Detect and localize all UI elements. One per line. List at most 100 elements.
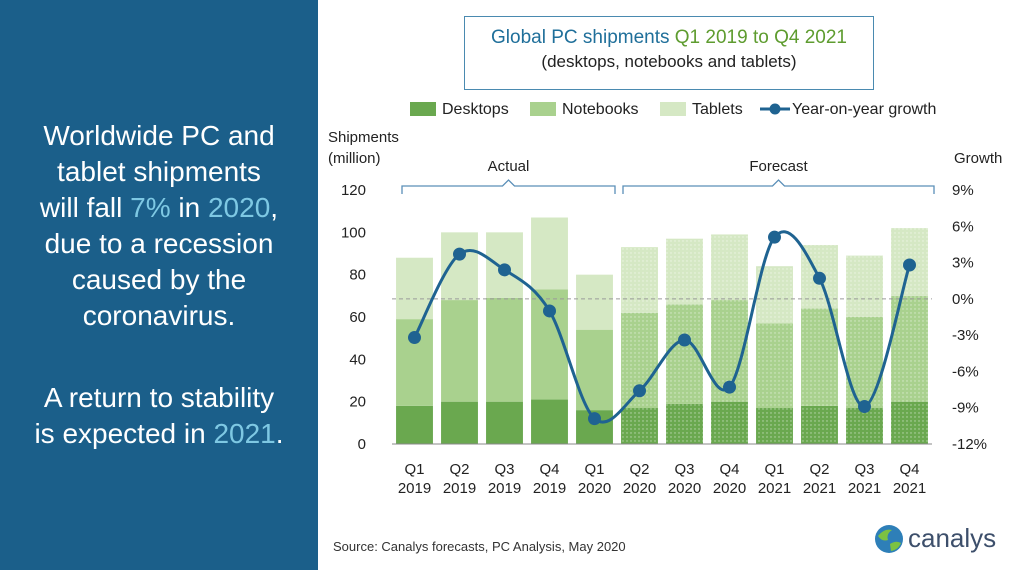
chart-title: Global PC shipments Q1 2019 to Q4 2021 xyxy=(465,27,873,49)
y2-tick-label: 3% xyxy=(952,255,974,272)
x-tick-label-year: 2020 xyxy=(713,480,746,497)
chart-title-part2: Q1 2019 to Q4 2021 xyxy=(674,27,847,48)
bar-desktops-2 xyxy=(441,401,478,444)
y-tick-label: 40 xyxy=(349,351,366,368)
y2-axis-title: Growth xyxy=(954,150,1002,167)
y-tick-label: 20 xyxy=(349,394,366,411)
bar-forecast-pattern-desktops-6 xyxy=(621,408,658,444)
y-tick-label: 100 xyxy=(341,224,366,241)
headline-percent: 7% xyxy=(130,192,171,223)
headline-line3-mid: in xyxy=(170,192,208,223)
x-tick-label-quarter: Q3 xyxy=(854,461,874,478)
source-note: Source: Canalys forecasts, PC Analysis, … xyxy=(333,539,626,554)
chart-subtitle: (desktops, notebooks and tablets) xyxy=(541,52,797,71)
bar-desktops-3 xyxy=(486,401,523,444)
subline-line2-pre: is expected in xyxy=(34,418,214,449)
bar-notebooks-2 xyxy=(441,300,478,402)
bar-desktops-4 xyxy=(531,399,568,444)
x-tick-label-quarter: Q2 xyxy=(809,461,829,478)
y2-tick-label: -12% xyxy=(952,436,987,453)
x-tick-label-quarter: Q4 xyxy=(719,461,739,478)
growth-point-12 xyxy=(903,258,916,272)
bar-forecast-pattern-tablets-6 xyxy=(621,247,658,313)
bar-notebooks-3 xyxy=(486,297,523,402)
legend-swatch-desktops xyxy=(410,102,436,116)
bar-tablets-5 xyxy=(576,274,613,330)
growth-point-7 xyxy=(678,333,691,347)
forecast-bracket xyxy=(622,179,935,194)
bar-forecast-pattern-notebooks-9 xyxy=(756,323,793,409)
headline-line1: Worldwide PC and xyxy=(43,120,275,151)
x-tick-label-year: 2020 xyxy=(668,480,701,497)
y2-tick-label: -6% xyxy=(952,363,979,380)
bar-forecast-pattern-desktops-12 xyxy=(891,401,928,444)
growth-point-11 xyxy=(858,400,871,414)
y-tick-label: 80 xyxy=(349,267,366,284)
x-tick-label-quarter: Q1 xyxy=(404,461,424,478)
growth-point-10 xyxy=(813,271,826,285)
headline-line3-pre: will fall xyxy=(39,192,131,223)
growth-point-1 xyxy=(408,331,421,345)
y2-tick-label: -9% xyxy=(952,400,979,417)
bar-forecast-pattern-notebooks-11 xyxy=(846,317,883,409)
x-tick-label-quarter: Q2 xyxy=(629,461,649,478)
bar-forecast-pattern-tablets-11 xyxy=(846,255,883,317)
y-axis-title-line1: Shipments xyxy=(328,129,399,146)
subline-year: 2021 xyxy=(213,418,276,449)
bar-forecast-pattern-desktops-11 xyxy=(846,408,883,444)
x-tick-label-year: 2019 xyxy=(443,480,476,497)
growth-point-9 xyxy=(768,230,781,244)
chart: 0 20 40 60 80 100 120 -12% -9% -6% -3% 0% 3% 6% 9% Ship… xyxy=(328,101,1002,497)
x-tick-label-year: 2021 xyxy=(803,480,836,497)
growth-point-6 xyxy=(633,384,646,398)
x-tick-label-quarter: Q4 xyxy=(899,461,919,478)
x-tick-label-quarter: Q1 xyxy=(764,461,784,478)
globe-icon xyxy=(875,525,903,553)
y-tick-label: 0 xyxy=(358,436,366,453)
headline-line3: will fall 7% in 2020, xyxy=(8,190,310,226)
growth-point-8 xyxy=(723,380,736,394)
growth-point-3 xyxy=(498,263,511,277)
bar-forecast-pattern-desktops-8 xyxy=(711,401,748,444)
subline-line2: is expected in 2021. xyxy=(8,416,310,452)
growth-point-5 xyxy=(588,412,601,426)
x-tick-label-year: 2019 xyxy=(533,480,566,497)
actual-bracket xyxy=(401,179,616,194)
bar-tablets-4 xyxy=(531,217,568,290)
bar-forecast-pattern-desktops-9 xyxy=(756,408,793,444)
chart-title-part1: Global PC shipments xyxy=(491,27,675,48)
x-tick-label-quarter: Q1 xyxy=(584,461,604,478)
x-tick-label-quarter: Q3 xyxy=(674,461,694,478)
x-tick-label-year: 2020 xyxy=(623,480,656,497)
y-axis-title-line2: (million) xyxy=(328,150,381,167)
chart-title-box: Global PC shipments Q1 2019 to Q4 2021 (… xyxy=(464,16,874,90)
bar-forecast-pattern-desktops-10 xyxy=(801,405,838,444)
x-tick-label-year: 2020 xyxy=(578,480,611,497)
x-tick-label-quarter: Q2 xyxy=(449,461,469,478)
logo-text: canalys xyxy=(908,523,997,553)
x-tick-label-year: 2021 xyxy=(893,480,926,497)
subline: A return to stability is expected in 202… xyxy=(8,380,310,452)
growth-point-4 xyxy=(543,304,556,318)
x-tick-label-year: 2021 xyxy=(848,480,881,497)
subline-line1: A return to stability xyxy=(43,382,275,413)
y-tick-label: 60 xyxy=(349,309,366,326)
y2-tick-label: 0% xyxy=(952,291,974,308)
bar-desktops-1 xyxy=(396,405,433,444)
y2-tick-label: 9% xyxy=(952,182,974,199)
headline: Worldwide PC and tablet shipments will f… xyxy=(8,118,310,334)
legend-swatch-growth-marker xyxy=(769,103,781,115)
headline-line4: due to a recession xyxy=(44,228,274,259)
subline-line2-post: . xyxy=(275,418,284,449)
y2-tick-label: -3% xyxy=(952,327,979,344)
headline-line5: caused by the xyxy=(71,264,247,295)
x-tick-label-year: 2021 xyxy=(758,480,791,497)
growth-point-2 xyxy=(453,247,466,261)
headline-line3-post: , xyxy=(270,192,279,223)
bar-tablets-2 xyxy=(441,232,478,301)
legend-swatch-notebooks xyxy=(530,102,556,116)
legend-swatch-tablets xyxy=(660,102,686,116)
legend-label-notebooks: Notebooks xyxy=(562,101,639,118)
y2-tick-label: 6% xyxy=(952,218,974,235)
y-tick-label: 120 xyxy=(341,182,366,199)
